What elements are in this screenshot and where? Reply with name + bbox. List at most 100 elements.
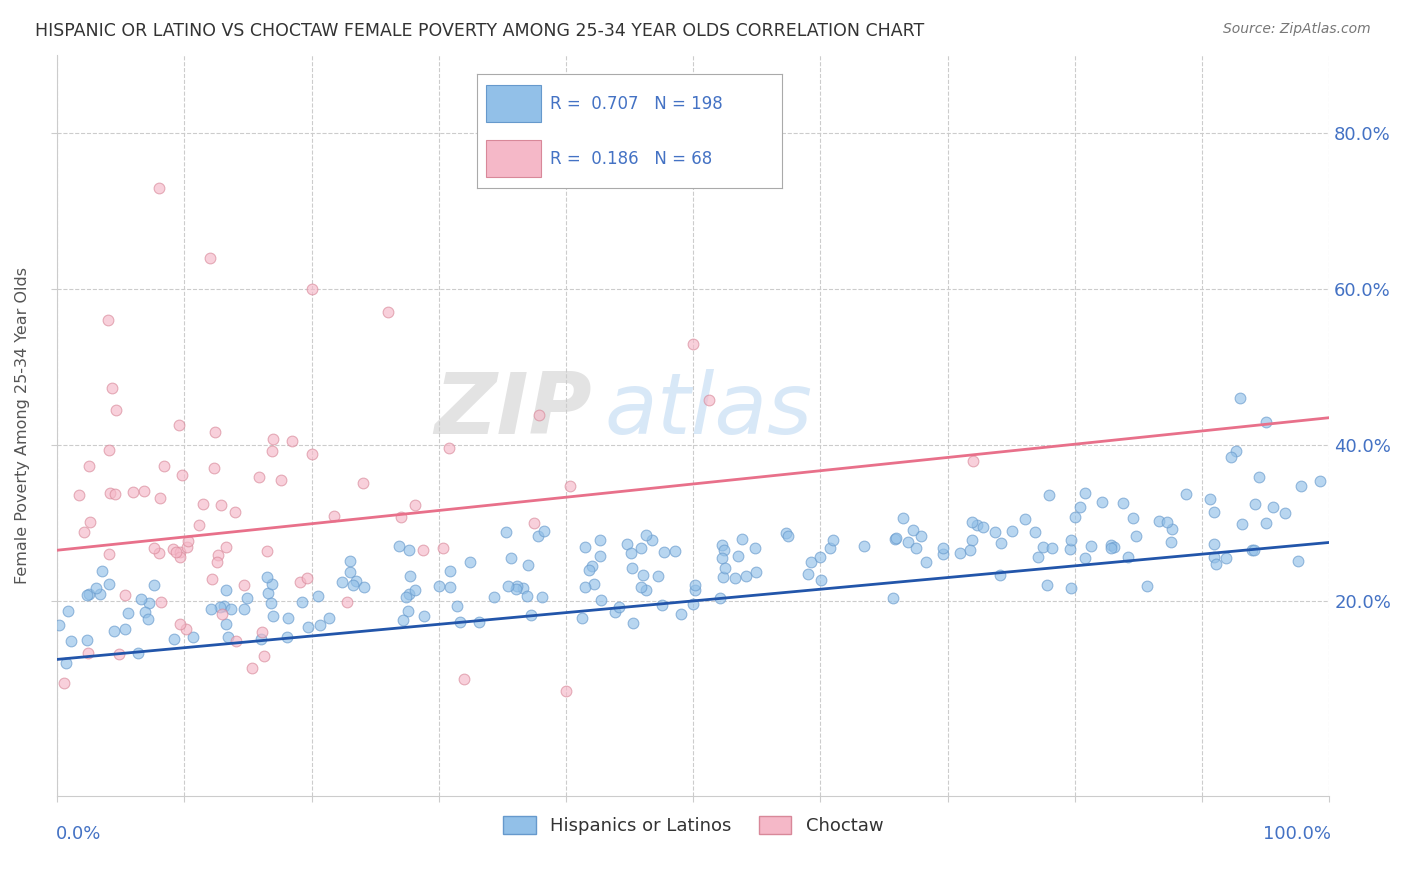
Point (496, 579, 519, 593)
Point (395, 590, 418, 604)
Point (127, 646, 149, 660)
Point (391, 613, 413, 627)
Point (820, 541, 842, 555)
Point (225, 633, 247, 648)
Point (1060, 582, 1083, 596)
Point (1249, 469, 1271, 483)
Point (202, 461, 225, 475)
Point (104, 403, 127, 417)
Point (682, 336, 704, 351)
Text: atlas: atlas (605, 369, 813, 452)
Point (621, 616, 644, 631)
Point (1291, 479, 1313, 493)
Point (1219, 450, 1241, 464)
Point (163, 632, 186, 646)
Point (727, 549, 749, 563)
Point (516, 589, 538, 603)
Point (574, 540, 596, 554)
Point (307, 589, 329, 603)
Point (389, 510, 412, 524)
Point (713, 561, 735, 575)
Point (636, 528, 658, 542)
Point (169, 616, 191, 631)
Point (153, 459, 176, 474)
Point (67, 488, 90, 502)
Point (207, 549, 229, 563)
Point (1309, 475, 1331, 489)
Point (453, 672, 475, 686)
Point (439, 580, 461, 594)
Point (149, 491, 172, 506)
Point (1028, 550, 1050, 565)
Point (323, 509, 346, 524)
Point (260, 596, 283, 610)
Point (449, 615, 471, 630)
Point (1243, 543, 1265, 558)
Point (103, 624, 125, 638)
Point (589, 533, 612, 548)
Point (664, 544, 686, 558)
Point (620, 546, 643, 560)
Point (1099, 538, 1122, 552)
Point (948, 546, 970, 560)
Point (89, 587, 111, 601)
Point (901, 523, 924, 537)
Point (1174, 487, 1197, 501)
Point (522, 516, 544, 531)
Point (398, 587, 420, 601)
Point (288, 574, 311, 589)
Point (169, 549, 191, 564)
Point (631, 567, 654, 582)
Point (73, 524, 96, 539)
Point (97, 313, 120, 327)
Point (98, 485, 121, 500)
Point (215, 540, 238, 554)
Point (915, 555, 938, 569)
Point (520, 607, 543, 622)
Point (214, 617, 236, 632)
Point (797, 566, 820, 581)
Point (1136, 579, 1159, 593)
Point (517, 558, 540, 573)
Point (778, 529, 800, 543)
Point (252, 625, 274, 640)
Point (98, 443, 121, 458)
Point (262, 432, 284, 446)
Point (398, 542, 420, 557)
Point (117, 606, 139, 620)
Point (1204, 537, 1226, 551)
Point (959, 542, 981, 557)
Point (630, 580, 652, 594)
Point (297, 620, 319, 634)
Point (240, 661, 263, 675)
Point (308, 618, 330, 632)
Text: Source: ZipAtlas.com: Source: ZipAtlas.com (1223, 22, 1371, 37)
Point (1254, 415, 1277, 429)
Point (353, 580, 375, 594)
Point (988, 568, 1011, 582)
Point (1059, 541, 1081, 556)
Point (344, 574, 367, 588)
Point (571, 611, 593, 625)
Point (138, 595, 160, 609)
Point (162, 542, 184, 557)
Point (76, 633, 98, 648)
Point (301, 282, 323, 296)
Point (1024, 524, 1046, 539)
Point (607, 599, 630, 614)
Point (174, 622, 197, 636)
Point (647, 569, 669, 583)
Point (591, 592, 613, 607)
Point (270, 473, 292, 487)
Point (558, 479, 581, 493)
Point (630, 541, 652, 556)
Point (458, 555, 481, 569)
Point (301, 447, 323, 461)
Point (1091, 495, 1114, 509)
Point (437, 441, 460, 455)
Point (1160, 535, 1182, 549)
Point (808, 550, 831, 565)
Point (884, 533, 907, 547)
Point (1060, 533, 1083, 547)
Point (709, 591, 731, 606)
